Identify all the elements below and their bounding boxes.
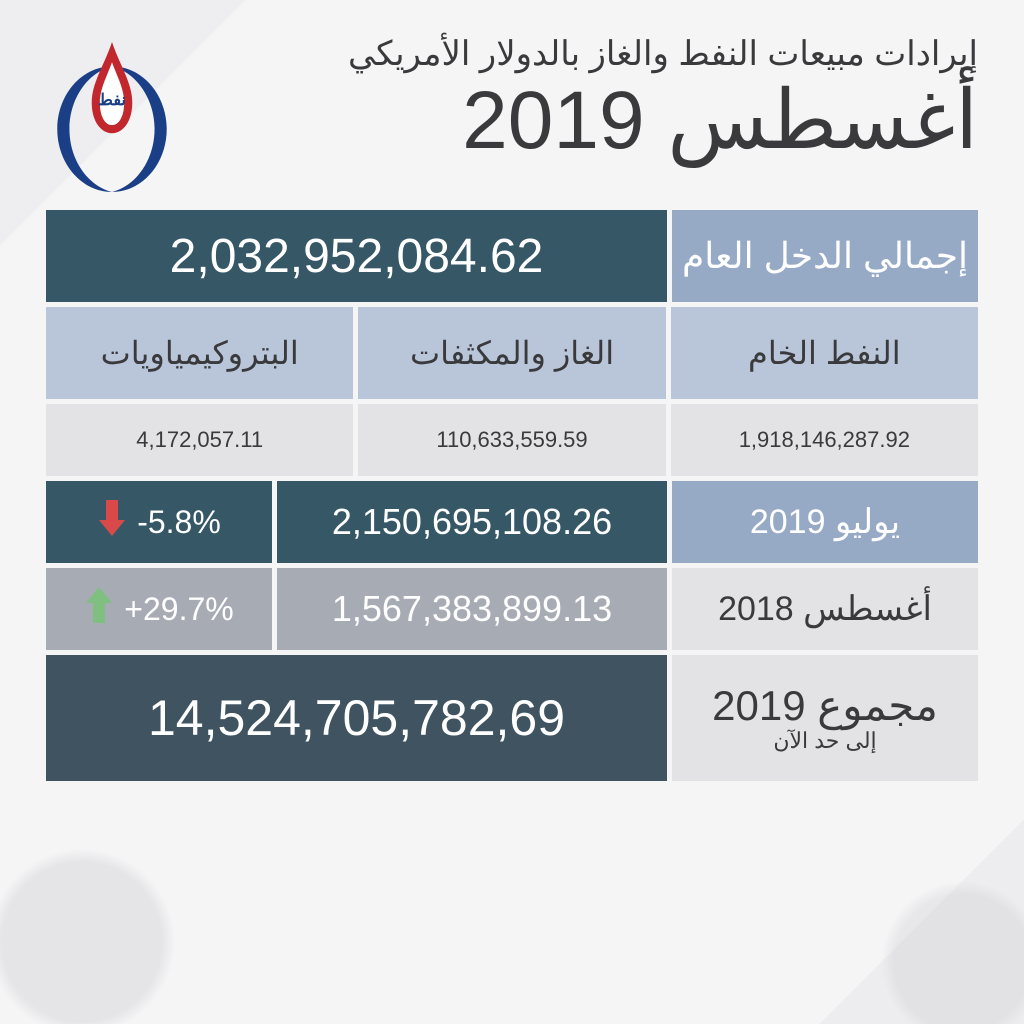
ytd-label-line1: مجموع 2019 — [712, 684, 938, 728]
val-crude: 1,918,146,287.92 — [671, 404, 978, 476]
hdr-gas: الغاز والمكثفات — [358, 307, 665, 399]
cmp1-pct-text: +29.7% — [124, 591, 233, 628]
arrow-down-icon — [97, 498, 127, 546]
infographic-root: إيرادات مبيعات النفط والغاز بالدولار الأ… — [0, 0, 1024, 1024]
ytd-value: 14,524,705,782,69 — [46, 655, 667, 781]
arrow-up-icon — [84, 585, 114, 633]
row-compare-prev-month: يوليو 2019 2,150,695,108.26 -5.8% — [46, 481, 978, 563]
total-income-value: 2,032,952,084.62 — [46, 210, 667, 302]
cmp0-label: يوليو 2019 — [672, 481, 978, 563]
cmp1-value: 1,567,383,899.13 — [277, 568, 667, 650]
cmp0-pct-text: -5.8% — [137, 504, 221, 541]
subtitle: إيرادات مبيعات النفط والغاز بالدولار الأ… — [202, 32, 978, 78]
val-petro: 4,172,057.11 — [46, 404, 353, 476]
noc-logo-icon: نفط — [51, 40, 173, 192]
total-income-label: إجمالي الدخل العام — [672, 210, 978, 302]
ytd-label: مجموع 2019 إلى حد الآن — [672, 655, 978, 781]
title: أغسطس 2019 — [202, 78, 978, 164]
cmp1-pct: +29.7% — [46, 568, 272, 650]
logo: نفط — [46, 32, 178, 192]
cmp1-label: أغسطس 2018 — [672, 568, 978, 650]
cmp0-pct: -5.8% — [46, 481, 272, 563]
val-gas: 110,633,559.59 — [358, 404, 665, 476]
row-ytd-total: مجموع 2019 إلى حد الآن 14,524,705,782,69 — [46, 655, 978, 781]
cmp0-value: 2,150,695,108.26 — [277, 481, 667, 563]
hdr-crude: النفط الخام — [671, 307, 978, 399]
header: إيرادات مبيعات النفط والغاز بالدولار الأ… — [46, 32, 978, 192]
row-compare-prev-year: أغسطس 2018 1,567,383,899.13 +29.7% — [46, 568, 978, 650]
data-table: إجمالي الدخل العام 2,032,952,084.62 النف… — [46, 210, 978, 781]
ytd-label-line2: إلى حد الآن — [773, 729, 876, 752]
row-total-income: إجمالي الدخل العام 2,032,952,084.62 — [46, 210, 978, 302]
header-text: إيرادات مبيعات النفط والغاز بالدولار الأ… — [202, 32, 978, 164]
row-breakdown-headers: النفط الخام الغاز والمكثفات البتروكيمياو… — [46, 307, 978, 399]
row-breakdown-values: 1,918,146,287.92 110,633,559.59 4,172,05… — [46, 404, 978, 476]
hdr-petro: البتروكيمياويات — [46, 307, 353, 399]
svg-text:نفط: نفط — [98, 91, 126, 109]
